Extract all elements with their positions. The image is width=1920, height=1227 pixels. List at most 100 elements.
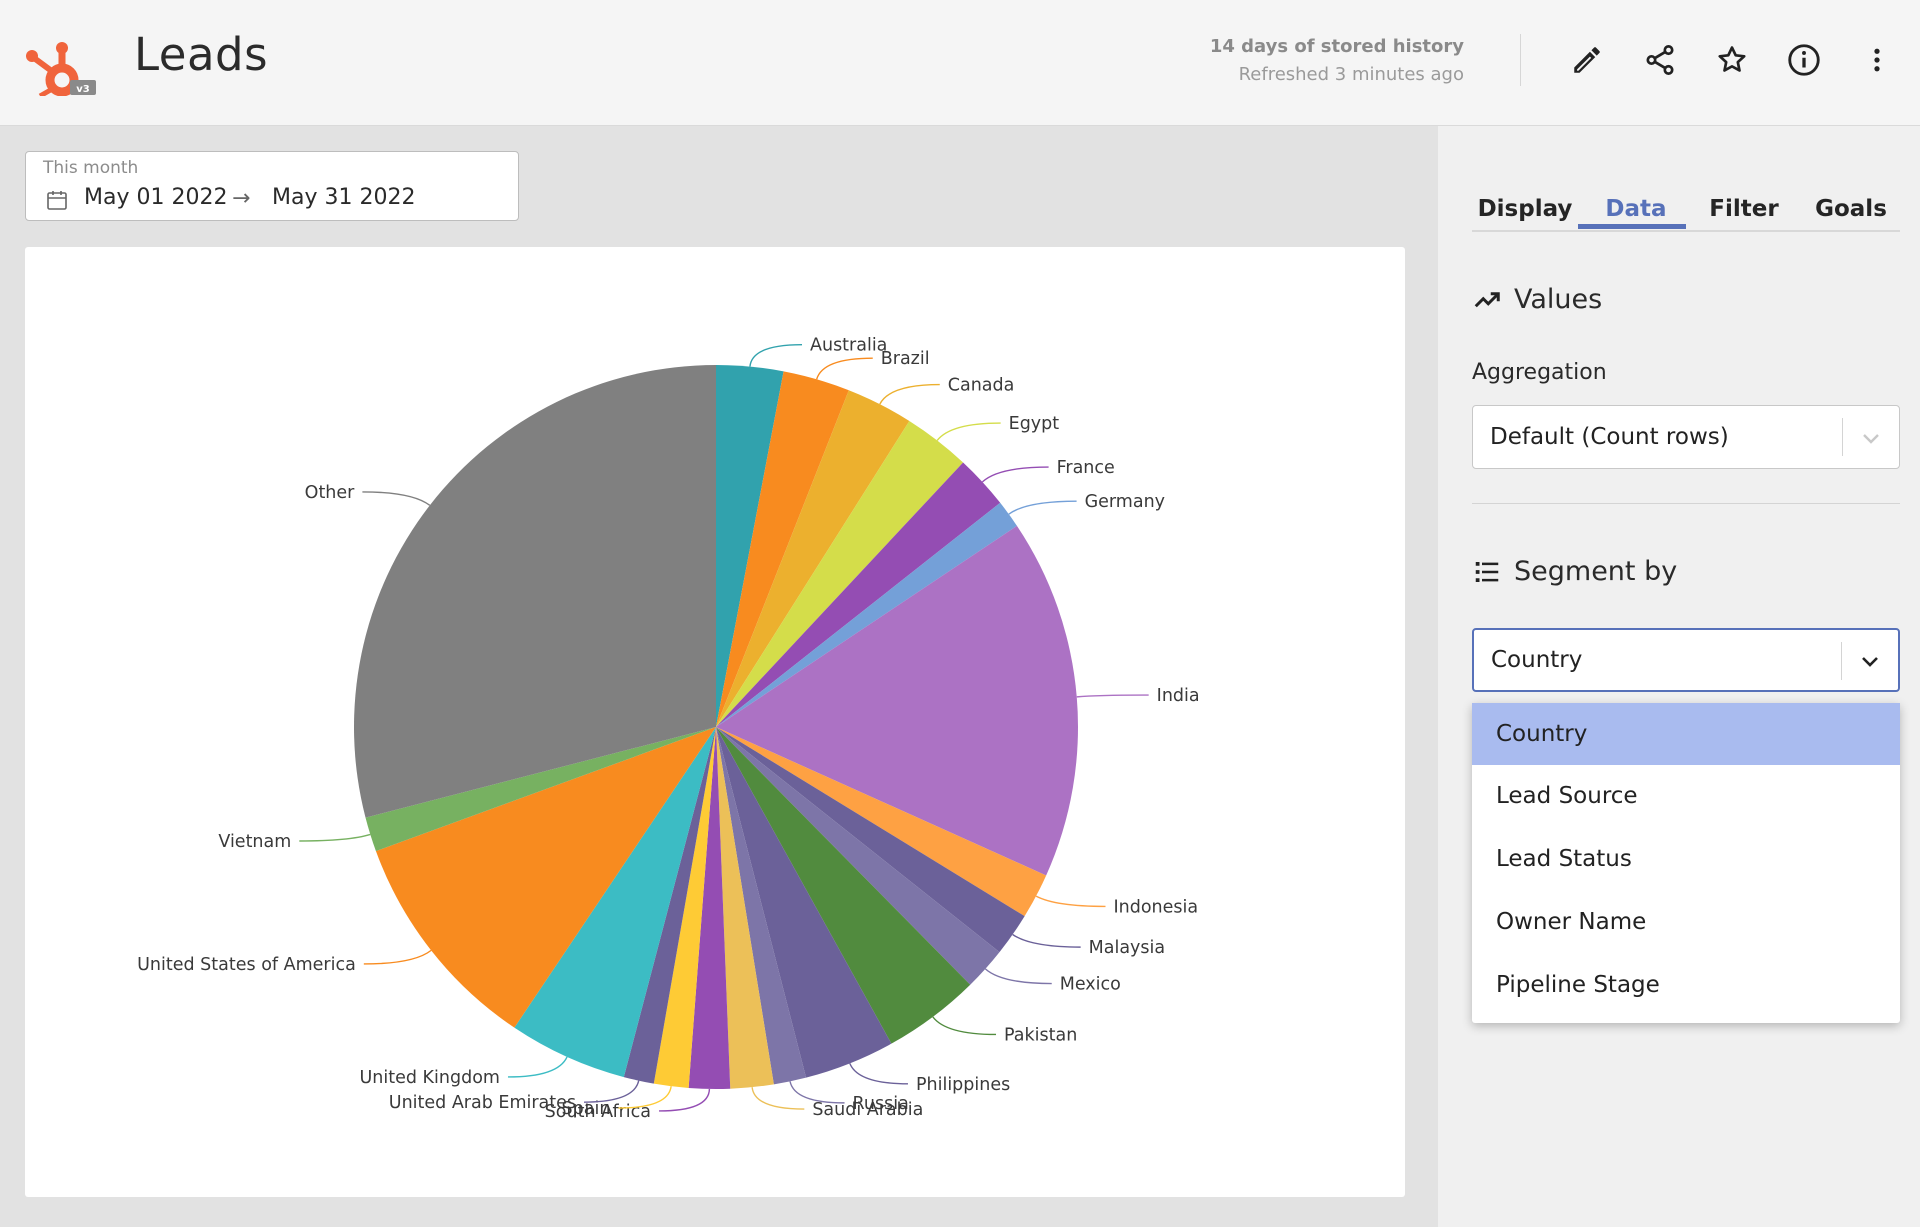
pie-slice-vietnam[interactable] — [365, 727, 716, 852]
more-options-button[interactable] — [1855, 38, 1899, 82]
leader-line-united-arab-emirates — [584, 1080, 640, 1103]
leader-line-france — [981, 466, 1049, 483]
slice-label-united-arab-emirates: United Arab Emirates — [389, 1093, 576, 1113]
slice-label-pakistan: Pakistan — [1004, 1025, 1077, 1045]
select-divider — [1841, 642, 1842, 680]
slice-label-mexico: Mexico — [1060, 975, 1121, 995]
pie-slice-germany[interactable] — [716, 502, 1017, 727]
edit-button[interactable] — [1565, 38, 1609, 82]
leader-line-germany — [1008, 500, 1077, 515]
pie-slice-saudi-arabia[interactable] — [716, 727, 774, 1089]
slice-label-germany: Germany — [1085, 492, 1165, 512]
slice-label-united-states-of-america: United States of America — [137, 955, 356, 975]
pie-slice-united-arab-emirates[interactable] — [623, 727, 716, 1084]
pie-slice-united-kingdom[interactable] — [514, 727, 716, 1078]
stored-history-text: 14 days of stored history — [1209, 36, 1464, 57]
pie-slice-russia[interactable] — [716, 727, 807, 1085]
slice-label-spain: Spain — [562, 1099, 611, 1119]
share-icon — [1646, 45, 1674, 75]
tab-filter[interactable]: Filter — [1709, 196, 1779, 222]
start-date[interactable]: May 01 2022 — [84, 185, 228, 210]
option-lead-status[interactable]: Lead Status — [1496, 846, 1632, 872]
pie-slice-india[interactable] — [716, 525, 1078, 876]
page-title: Leads — [134, 28, 269, 81]
chart-card: Australia Brazil Canada Egypt France Germany I… — [25, 247, 1405, 1197]
slice-label-canada: Canada — [948, 376, 1015, 396]
pie-slice-indonesia[interactable] — [716, 727, 1047, 917]
slice-label-egypt: Egypt — [1009, 414, 1060, 434]
option-lead-source[interactable]: Lead Source — [1496, 783, 1638, 809]
segment-by-select[interactable]: Country — [1472, 628, 1900, 692]
leader-line-pakistan — [932, 1016, 997, 1036]
list-icon — [1475, 561, 1499, 582]
select-divider — [1842, 418, 1843, 456]
aggregation-select[interactable]: Default (Count rows) — [1472, 405, 1900, 469]
slice-label-australia: Australia — [810, 336, 887, 356]
segment-dropdown-menu: Country Lead Source Lead Status Owner Na… — [1472, 703, 1900, 1023]
slice-label-malaysia: Malaysia — [1089, 938, 1165, 958]
refreshed-text: Refreshed 3 minutes ago — [1238, 64, 1464, 85]
leader-line-saudi-arabia — [751, 1087, 805, 1110]
info-button[interactable] — [1782, 38, 1826, 82]
leader-line-malaysia — [1012, 933, 1081, 948]
trending-up-icon — [1474, 291, 1500, 307]
aggregation-value: Default (Count rows) — [1490, 424, 1729, 450]
leader-line-brazil — [815, 357, 873, 380]
slice-label-indonesia: Indonesia — [1113, 897, 1198, 917]
header-divider — [1520, 34, 1521, 86]
slice-label-vietnam: Vietnam — [218, 832, 291, 852]
pie-slice-canada[interactable] — [716, 390, 910, 727]
tab-goals[interactable]: Goals — [1815, 196, 1887, 222]
pencil-icon — [1574, 47, 1600, 73]
leader-line-other — [362, 491, 431, 506]
pie-slice-malaysia[interactable] — [716, 727, 1025, 953]
values-heading-text: Values — [1514, 284, 1603, 315]
pie-slice-france[interactable] — [716, 462, 1001, 727]
leader-line-russia — [789, 1081, 845, 1104]
calendar-icon — [47, 191, 67, 210]
date-range-picker[interactable]: This month May 01 2022 → May 31 2022 — [25, 151, 519, 221]
slice-label-philippines: Philippines — [916, 1075, 1010, 1095]
pie-slice-other[interactable] — [354, 365, 716, 818]
app-header: v3 Leads 14 days of stored history Refre… — [0, 0, 1920, 126]
settings-tabs: Display Data Filter Goals — [1472, 166, 1900, 232]
leader-line-australia — [749, 343, 803, 367]
favorite-button[interactable] — [1710, 38, 1754, 82]
slice-label-russia: Russia — [853, 1094, 909, 1114]
hubspot-logo-icon: v3 — [26, 42, 96, 96]
info-icon — [1788, 44, 1820, 76]
section-divider — [1472, 503, 1900, 504]
tab-display[interactable]: Display — [1477, 196, 1573, 222]
slice-label-other: Other — [305, 483, 355, 503]
pie-slice-south-africa[interactable] — [688, 727, 731, 1089]
aggregation-label: Aggregation — [1472, 360, 1607, 385]
leader-line-indonesia — [1035, 895, 1106, 908]
option-pipeline-stage[interactable]: Pipeline Stage — [1496, 972, 1660, 998]
arrow-right-icon: → — [232, 186, 251, 211]
pie-slice-united-states-of-america[interactable] — [375, 727, 716, 1028]
leader-line-mexico — [984, 968, 1052, 985]
pie-slice-spain[interactable] — [653, 727, 716, 1088]
leader-line-canada — [879, 383, 940, 405]
pie-slice-egypt[interactable] — [716, 420, 964, 727]
pie-slice-pakistan[interactable] — [716, 727, 971, 1044]
option-country[interactable]: Country — [1472, 703, 1900, 765]
segment-by-value: Country — [1491, 647, 1583, 673]
pie-slice-mexico[interactable] — [716, 727, 1000, 985]
slice-label-south-africa: South Africa — [545, 1102, 651, 1122]
share-button[interactable] — [1638, 38, 1682, 82]
tab-data[interactable]: Data — [1605, 196, 1667, 222]
pie-slice-australia[interactable] — [716, 365, 784, 727]
svg-text:v3: v3 — [76, 84, 90, 95]
date-range-label: This month — [43, 158, 139, 178]
segment-heading-text: Segment by — [1514, 556, 1678, 587]
pie-slice-brazil[interactable] — [716, 371, 849, 727]
end-date[interactable]: May 31 2022 — [272, 185, 416, 210]
slice-label-saudi-arabia: Saudi Arabia — [812, 1100, 923, 1120]
active-tab-indicator — [1578, 224, 1686, 229]
option-owner-name[interactable]: Owner Name — [1496, 909, 1647, 935]
slice-label-brazil: Brazil — [881, 349, 930, 369]
slice-label-france: France — [1057, 458, 1115, 478]
pie-slice-philippines[interactable] — [716, 727, 892, 1078]
